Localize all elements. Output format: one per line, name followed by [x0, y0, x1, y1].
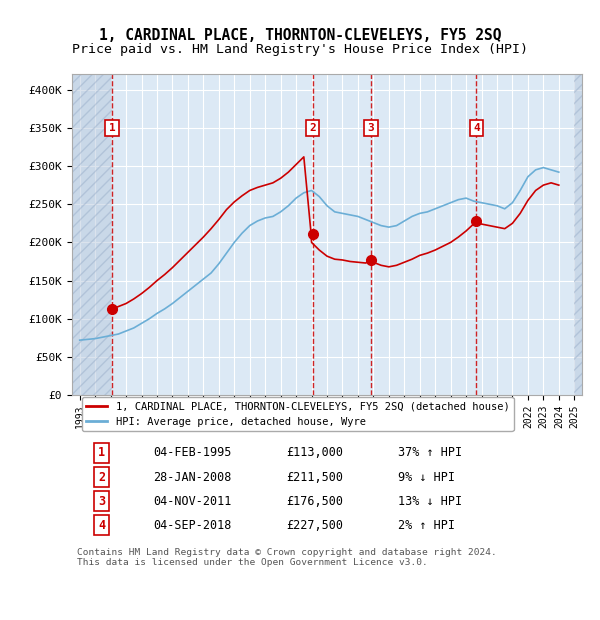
Text: 3: 3: [98, 495, 105, 508]
Text: 2% ↑ HPI: 2% ↑ HPI: [398, 519, 455, 532]
Text: 1: 1: [109, 123, 115, 133]
Text: 04-FEB-1995: 04-FEB-1995: [154, 446, 232, 459]
Text: Contains HM Land Registry data © Crown copyright and database right 2024.
This d: Contains HM Land Registry data © Crown c…: [77, 548, 497, 567]
Text: £211,500: £211,500: [286, 471, 343, 484]
Text: 04-NOV-2011: 04-NOV-2011: [154, 495, 232, 508]
Text: 2: 2: [98, 471, 105, 484]
Text: 13% ↓ HPI: 13% ↓ HPI: [398, 495, 463, 508]
Bar: [574, 74, 582, 395]
Text: 9% ↓ HPI: 9% ↓ HPI: [398, 471, 455, 484]
Text: £113,000: £113,000: [286, 446, 343, 459]
Text: 4: 4: [473, 123, 480, 133]
Text: £227,500: £227,500: [286, 519, 343, 532]
Text: 37% ↑ HPI: 37% ↑ HPI: [398, 446, 463, 459]
Text: 04-SEP-2018: 04-SEP-2018: [154, 519, 232, 532]
Text: 1: 1: [98, 446, 105, 459]
Bar: [72, 74, 112, 395]
Text: 3: 3: [368, 123, 374, 133]
Text: 2: 2: [309, 123, 316, 133]
Text: £176,500: £176,500: [286, 495, 343, 508]
Legend: 1, CARDINAL PLACE, THORNTON-CLEVELEYS, FY5 2SQ (detached house), HPI: Average pr: 1, CARDINAL PLACE, THORNTON-CLEVELEYS, F…: [82, 397, 514, 431]
Text: 4: 4: [98, 519, 105, 532]
Text: Price paid vs. HM Land Registry's House Price Index (HPI): Price paid vs. HM Land Registry's House …: [72, 43, 528, 56]
Text: 28-JAN-2008: 28-JAN-2008: [154, 471, 232, 484]
Text: 1, CARDINAL PLACE, THORNTON-CLEVELEYS, FY5 2SQ: 1, CARDINAL PLACE, THORNTON-CLEVELEYS, F…: [99, 28, 501, 43]
